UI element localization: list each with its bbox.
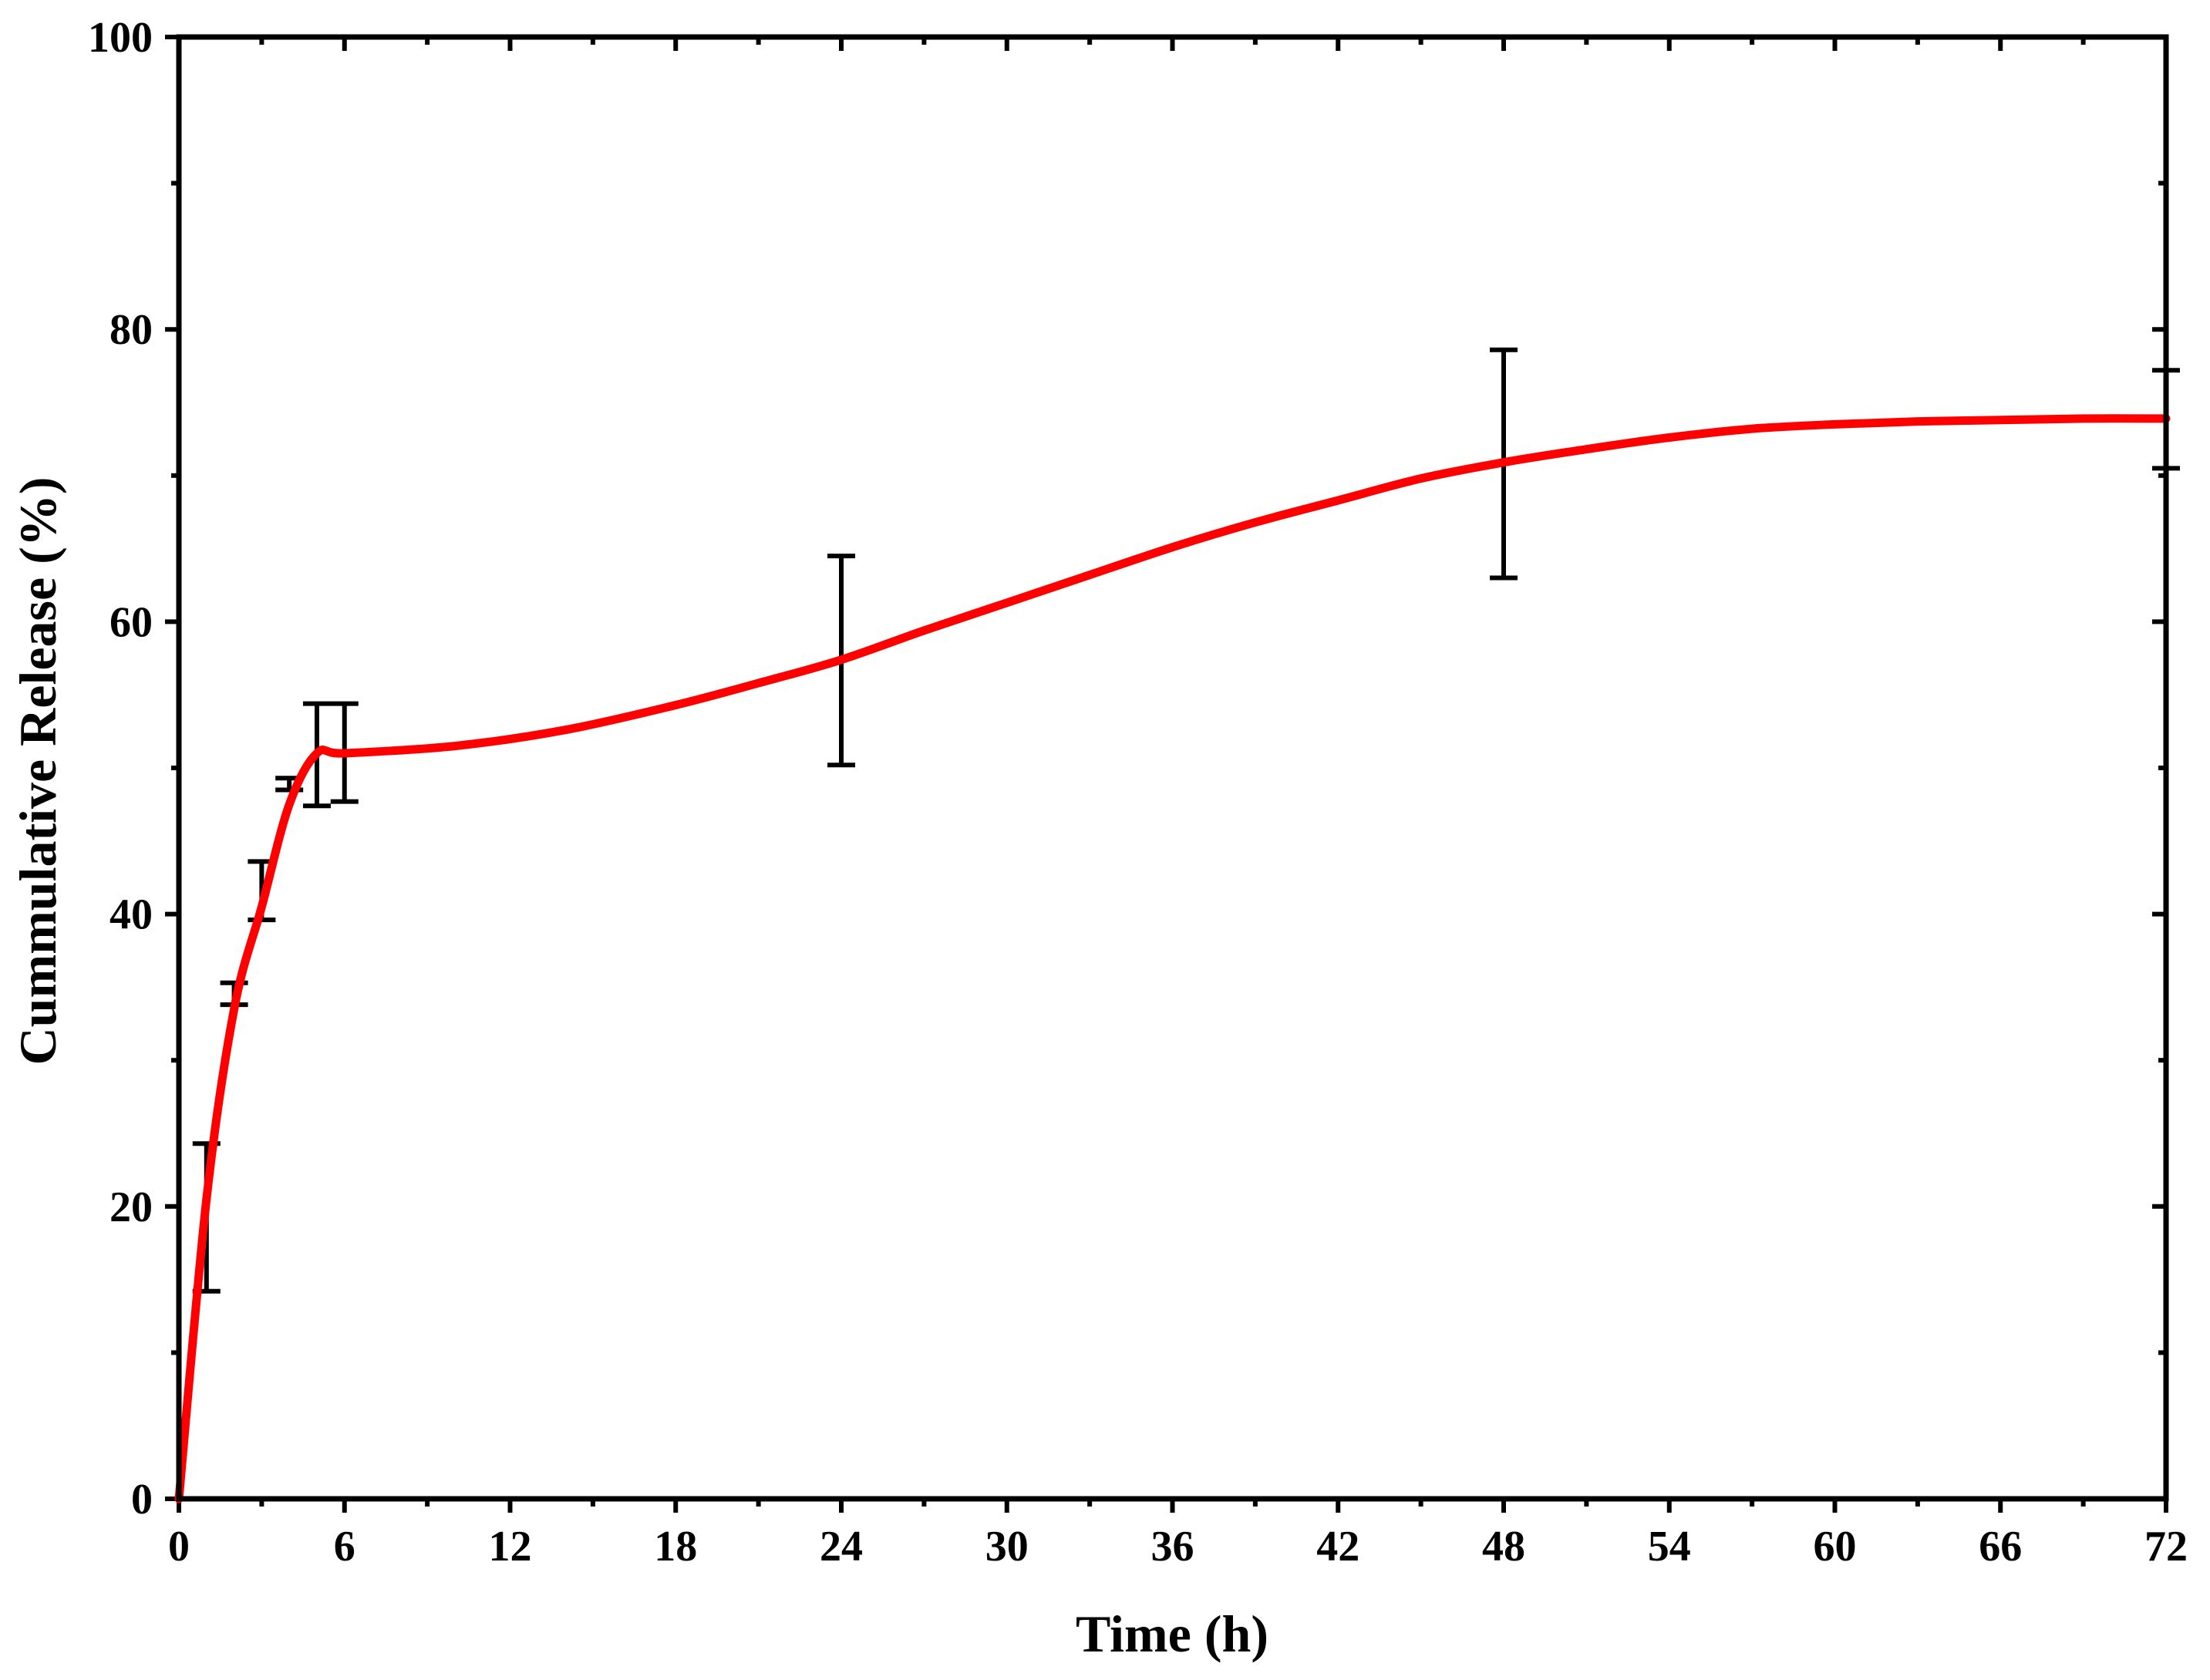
y-tick-label: 0 xyxy=(131,1476,153,1523)
x-tick-label: 18 xyxy=(654,1523,697,1571)
x-tick-label: 72 xyxy=(2144,1523,2188,1571)
axis-ticks xyxy=(165,35,2168,1513)
y-tick-labels: 0 20 40 60 80 100 xyxy=(88,14,153,1523)
y-tick-label: 20 xyxy=(109,1183,153,1231)
x-tick-label: 30 xyxy=(985,1523,1029,1571)
y-axis-title: Cummulative Release (%) xyxy=(8,477,67,1066)
x-axis-title: Time (h) xyxy=(1076,1604,1268,1663)
plot-frame xyxy=(176,34,2169,1502)
x-tick-label: 60 xyxy=(1814,1523,1857,1571)
x-tick-label: 42 xyxy=(1316,1523,1359,1571)
y-tick-label: 80 xyxy=(109,306,153,354)
x-tick-label: 36 xyxy=(1151,1523,1194,1571)
y-tick-label: 100 xyxy=(88,14,153,62)
y-tick-label: 60 xyxy=(109,598,153,646)
error-bars xyxy=(192,347,2180,1294)
x-tick-label: 0 xyxy=(168,1523,190,1571)
x-tick-label: 66 xyxy=(1979,1523,2022,1571)
x-tick-label: 12 xyxy=(489,1523,532,1571)
x-tick-label: 6 xyxy=(334,1523,355,1571)
y-tick-label: 40 xyxy=(109,891,153,939)
x-tick-label: 24 xyxy=(820,1523,863,1571)
x-tick-labels: 0 6 12 18 24 30 36 42 48 54 60 66 72 xyxy=(168,1523,2188,1571)
x-tick-label: 48 xyxy=(1482,1523,1525,1571)
release-curve xyxy=(174,414,2171,1503)
x-tick-label: 54 xyxy=(1648,1523,1691,1571)
